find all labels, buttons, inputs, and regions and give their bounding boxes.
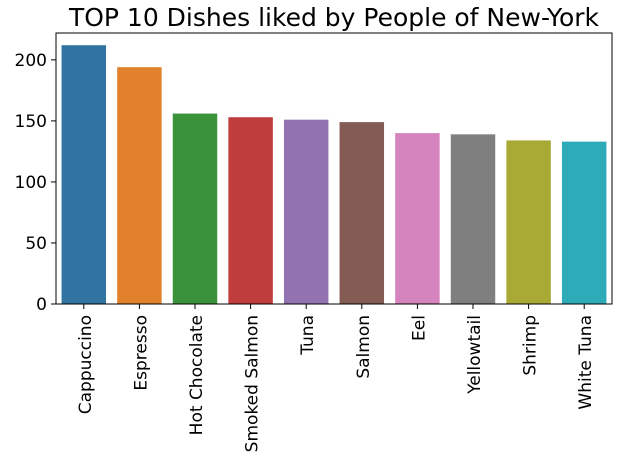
x-tick-label: Espresso — [131, 315, 151, 391]
y-tick-label: 50 — [25, 234, 47, 254]
bar-salmon — [339, 122, 385, 304]
x-tick-label: Cappuccino — [76, 315, 96, 414]
x-tick-label: Smoked Salmon — [243, 315, 263, 452]
bar-smoked-salmon — [228, 117, 273, 304]
plot-frame — [55, 32, 613, 305]
bar-espresso — [117, 67, 162, 305]
x-axis: Cappuccino Espresso Hot Chocolate Smoked Sa… — [76, 304, 596, 452]
bar-tuna — [283, 119, 329, 304]
bars-group — [61, 45, 607, 305]
x-tick-label: Shrimp — [521, 315, 541, 376]
y-tick-label: 100 — [15, 173, 47, 193]
x-tick-label: Salmon — [354, 315, 374, 379]
x-tick-label: Hot Chocolate — [187, 315, 207, 435]
x-tick-label: White Tuna — [576, 315, 596, 410]
y-tick-label: 0 — [36, 295, 47, 315]
x-tick-label: Eel — [409, 315, 429, 341]
chart-title: TOP 10 Dishes liked by People of New-Yor… — [68, 3, 600, 32]
bar-white-tuna — [561, 141, 607, 304]
bar-yellowtail — [450, 134, 496, 304]
y-tick-label: 150 — [15, 112, 47, 132]
y-axis: 0 50 100 150 200 — [15, 51, 56, 315]
x-tick-label: Yellowtail — [465, 315, 485, 395]
x-tick-label: Tuna — [298, 315, 318, 356]
bar-shrimp — [506, 140, 551, 304]
bar-eel — [395, 133, 440, 304]
bar-hot-chocolate — [172, 113, 218, 304]
y-tick-label: 200 — [15, 51, 47, 71]
bar-cappuccino — [61, 45, 107, 304]
